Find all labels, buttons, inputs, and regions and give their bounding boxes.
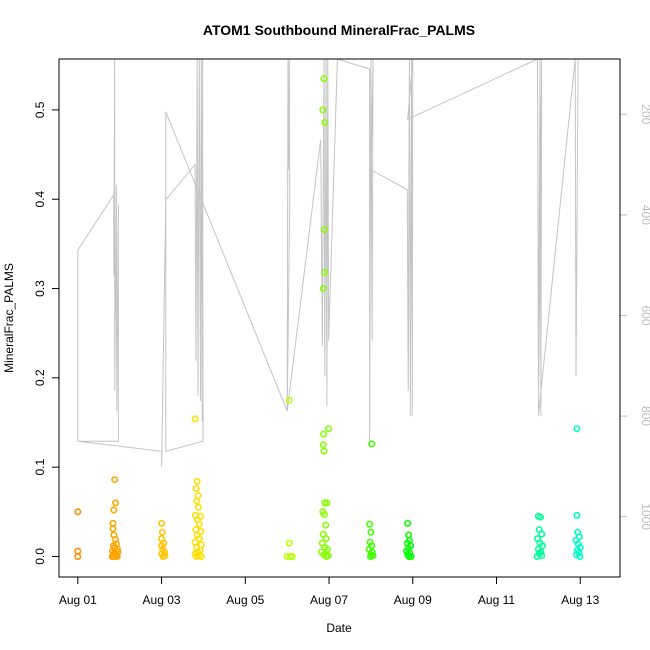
y2-tick-label: 200 [639, 104, 650, 124]
data-point [323, 545, 331, 553]
data-point [576, 552, 584, 560]
data-points-layer [74, 75, 584, 560]
data-point [197, 527, 205, 535]
data-point [575, 533, 583, 541]
data-point [111, 476, 119, 484]
chart-title: ATOM1 Southbound MineralFrac_PALMS [203, 22, 475, 38]
data-point [321, 268, 329, 276]
data-point [320, 430, 328, 438]
data-point [74, 552, 82, 560]
data-point [285, 396, 293, 404]
data-point [324, 552, 332, 560]
data-point [158, 542, 166, 550]
data-point [323, 499, 331, 507]
data-point [321, 118, 329, 126]
data-point [320, 510, 328, 518]
y-axis-label: MineralFrac_PALMS [2, 263, 16, 373]
data-point [368, 440, 376, 448]
x-axis-label: Date [326, 621, 352, 635]
axes-layer: Aug 01 Aug 03 Aug 05 Aug 07 Aug 09 Aug 11 Aug … [33, 101, 650, 607]
y2-tick-label: 600 [639, 305, 650, 325]
data-point [193, 477, 201, 485]
data-point [74, 508, 82, 516]
data-point [538, 530, 546, 538]
data-point [285, 539, 293, 547]
y2-tick-label: 1000 [639, 503, 650, 530]
data-point [322, 521, 330, 529]
data-point [158, 519, 166, 527]
data-point [319, 441, 327, 449]
data-point [366, 520, 374, 528]
y2-tick-label: 800 [639, 406, 650, 426]
data-point [533, 552, 541, 560]
data-point [319, 106, 327, 114]
plot-frame [58, 58, 621, 578]
data-point [573, 425, 581, 433]
data-point [536, 513, 544, 521]
altitude-trace-layer [77, 58, 579, 467]
data-point [195, 535, 203, 543]
x-tick-label: Aug 09 [394, 593, 432, 607]
y2-tick-label: 400 [639, 205, 650, 225]
data-point [320, 75, 328, 83]
data-point [194, 503, 202, 511]
y-tick-label: 0.5 [33, 101, 47, 118]
data-point [112, 499, 120, 507]
y-tick-label: 0.4 [33, 191, 47, 208]
y-tick-label: 0.0 [33, 548, 47, 565]
data-point [319, 284, 327, 292]
data-point [109, 525, 117, 533]
x-tick-label: Aug 03 [143, 593, 181, 607]
data-point [404, 519, 412, 527]
data-point [158, 528, 166, 536]
data-point [192, 552, 200, 560]
x-tick-label: Aug 11 [478, 593, 515, 607]
data-point [114, 548, 122, 556]
data-point [193, 497, 201, 505]
data-point [192, 485, 200, 493]
data-point [405, 552, 413, 560]
data-point [573, 511, 581, 519]
data-point [108, 552, 116, 560]
x-tick-label: Aug 07 [310, 593, 348, 607]
data-point [538, 542, 546, 550]
y-tick-label: 0.3 [33, 280, 47, 297]
data-point [288, 552, 296, 560]
data-point [367, 528, 375, 536]
data-point [320, 226, 328, 234]
data-point [320, 447, 328, 455]
data-point [369, 552, 377, 560]
data-point [322, 535, 330, 543]
x-tick-label: Aug 13 [561, 593, 599, 607]
x-tick-label: Aug 01 [59, 593, 97, 607]
data-point [325, 425, 333, 433]
data-point [195, 520, 203, 528]
x-tick-label: Aug 05 [226, 593, 264, 607]
y-tick-label: 0.1 [33, 458, 47, 475]
data-point [110, 506, 118, 514]
data-point [191, 415, 199, 423]
data-point [366, 538, 374, 546]
data-point [161, 552, 169, 560]
altitude-trace-line [77, 58, 579, 467]
y-tick-label: 0.2 [33, 369, 47, 386]
